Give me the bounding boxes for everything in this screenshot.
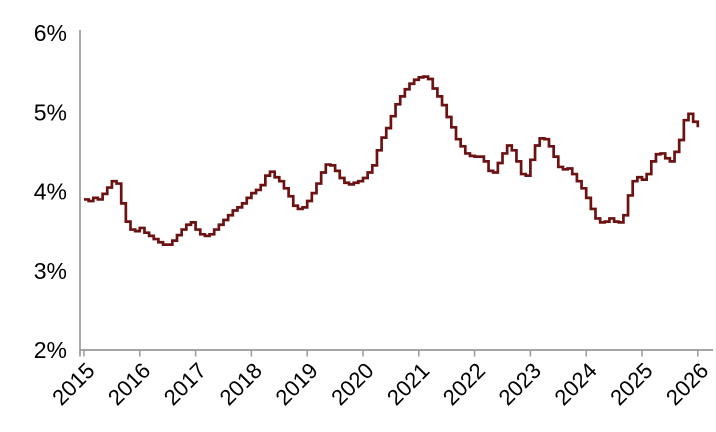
y-tick-label-6%: 6%	[34, 20, 67, 46]
x-tick-label-2024: 2024	[549, 358, 601, 410]
x-tick-label-2016: 2016	[103, 358, 155, 410]
x-tick-label-2023: 2023	[494, 358, 546, 410]
x-tick-label-2025: 2025	[605, 358, 657, 410]
series-line	[84, 75, 700, 246]
x-tick-label-2019: 2019	[270, 358, 322, 410]
x-tick-label-2017: 2017	[159, 358, 211, 410]
x-tick-label-2018: 2018	[215, 358, 267, 410]
x-tick-label-2022: 2022	[438, 358, 490, 410]
x-tick-label-2020: 2020	[326, 358, 378, 410]
y-tick-label-4%: 4%	[34, 179, 67, 205]
y-tick-label-3%: 3%	[34, 258, 67, 284]
x-tick-label-2015: 2015	[47, 358, 99, 410]
y-tick-label-2%: 2%	[34, 337, 67, 363]
x-tick-label-2026: 2026	[661, 358, 713, 410]
x-tick-label-2021: 2021	[382, 358, 434, 410]
y-tick-label-5%: 5%	[34, 99, 67, 125]
